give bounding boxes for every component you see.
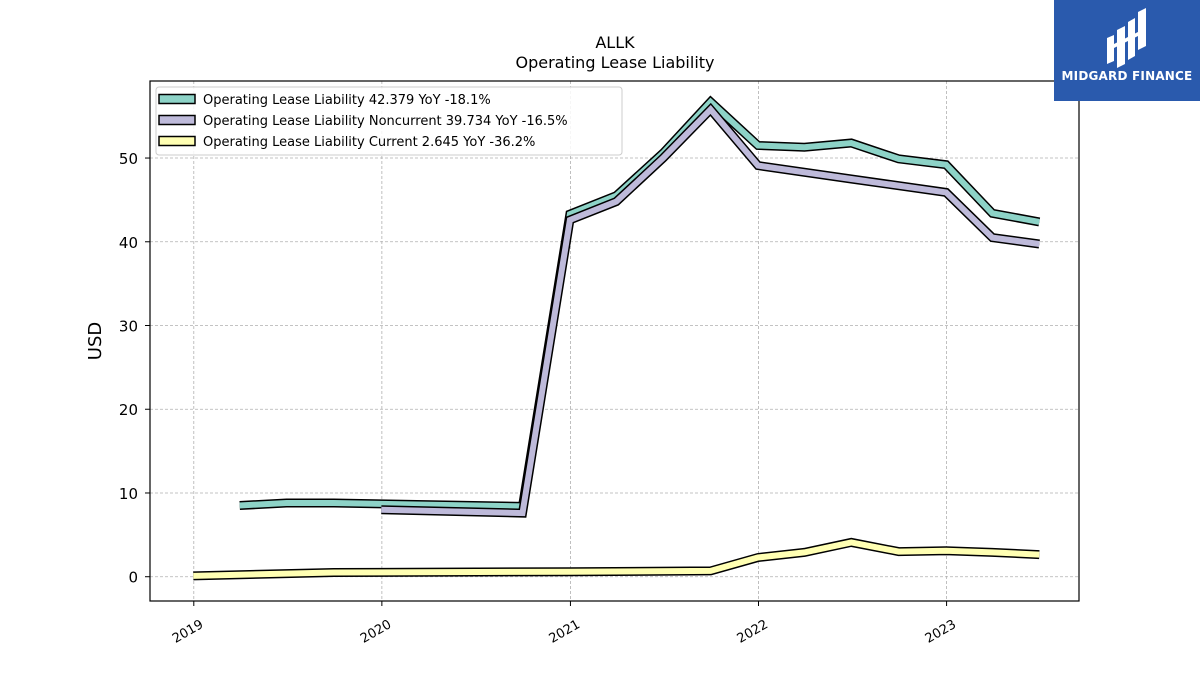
brand-logo: MIDGARD FINANCE bbox=[1054, 0, 1200, 101]
series-line-operating-lease-liability-noncurrent bbox=[381, 105, 1040, 517]
legend-label-operating-lease-liability: Operating Lease Liability 42.379 YoY -18… bbox=[203, 93, 491, 108]
legend-label-operating-lease-liability-noncurrent: Operating Lease Liability Noncurrent 39.… bbox=[203, 114, 568, 129]
legend: Operating Lease Liability 42.379 YoY -18… bbox=[155, 86, 623, 156]
series-lines bbox=[193, 95, 1041, 581]
chart-title: ALLK bbox=[595, 33, 635, 52]
legend-swatch-operating-lease-liability bbox=[158, 93, 196, 105]
y-tick-label: 20 bbox=[119, 401, 138, 419]
legend-swatch-operating-lease-liability-noncurrent bbox=[158, 114, 196, 126]
series-line-operating-lease-liability-current bbox=[193, 539, 1040, 579]
chart-subtitle: Operating Lease Liability bbox=[515, 53, 714, 72]
y-tick-label: 40 bbox=[119, 234, 138, 252]
y-tick-label: 10 bbox=[119, 485, 138, 503]
y-tick-label: 30 bbox=[119, 318, 138, 336]
y-axis-label: USD bbox=[85, 322, 106, 360]
legend-swatch-operating-lease-liability-current bbox=[158, 135, 196, 147]
plot-frame bbox=[149, 80, 1080, 602]
legend-label-operating-lease-liability-current: Operating Lease Liability Current 2.645 … bbox=[203, 135, 535, 150]
y-tick-label: 50 bbox=[119, 150, 138, 168]
midgard-logo-icon bbox=[1107, 8, 1146, 68]
logo-text: MIDGARD FINANCE bbox=[1061, 69, 1193, 83]
y-tick-label: 0 bbox=[128, 569, 138, 587]
legend-box bbox=[155, 86, 623, 156]
